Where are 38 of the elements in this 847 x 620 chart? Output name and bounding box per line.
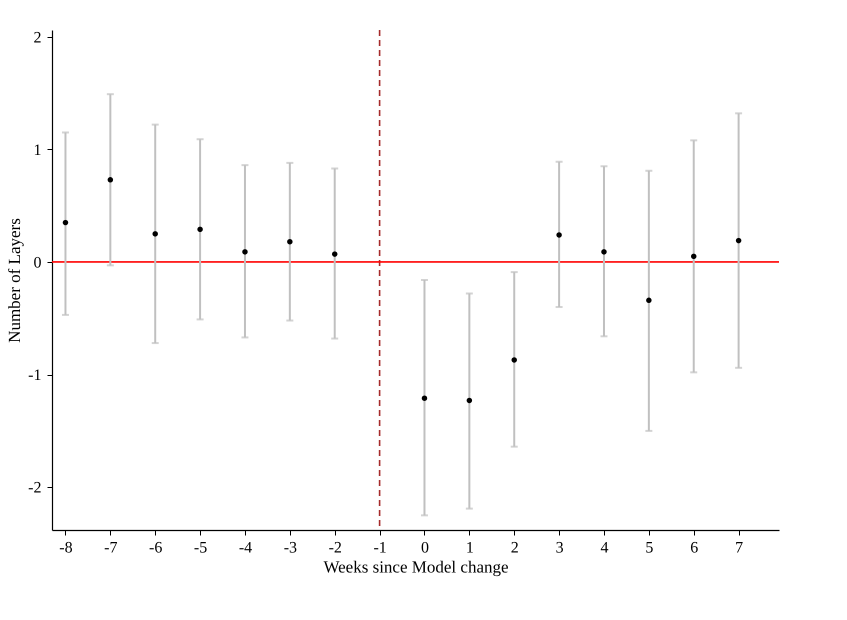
y-tick-label: 1 [34,142,42,159]
point [62,220,68,226]
point [466,398,472,404]
x-tick-label: -1 [373,540,387,556]
x-tick-label: -5 [194,540,208,556]
x-tick-label: 4 [600,540,608,556]
x-tick-label: -4 [238,540,252,556]
point [601,249,607,255]
y-tick-label: -2 [28,480,42,497]
x-tick-label: 6 [690,540,698,556]
x-tick-label: -2 [328,540,342,556]
x-tick-label: -6 [149,540,162,556]
point [287,238,293,244]
x-tick-label: -3 [284,540,298,556]
point [422,396,428,401]
x-tick-label: 7 [735,540,744,556]
y-axis-title: Number of Layers [5,218,24,343]
point [152,231,158,237]
x-tick-label: 2 [510,540,519,556]
point [242,249,248,255]
point [108,177,114,183]
point [197,226,203,232]
point [736,238,742,244]
x-tick-label: 5 [645,540,654,556]
y-tick-label: 2 [34,29,42,46]
point [646,298,652,304]
x-tick-label: -8 [59,540,73,556]
x-tick-label: -7 [104,540,118,556]
point [332,251,338,257]
y-tick-label: 0 [34,254,42,272]
x-tick-label: 1 [466,540,474,556]
point [690,254,696,260]
point [556,232,562,238]
x-axis-title: Weeks since Model change [323,558,509,576]
x-tick-label: 0 [420,540,429,556]
y-tick-label: -1 [28,367,42,384]
point [511,357,517,363]
x-tick-label: 3 [556,540,564,556]
